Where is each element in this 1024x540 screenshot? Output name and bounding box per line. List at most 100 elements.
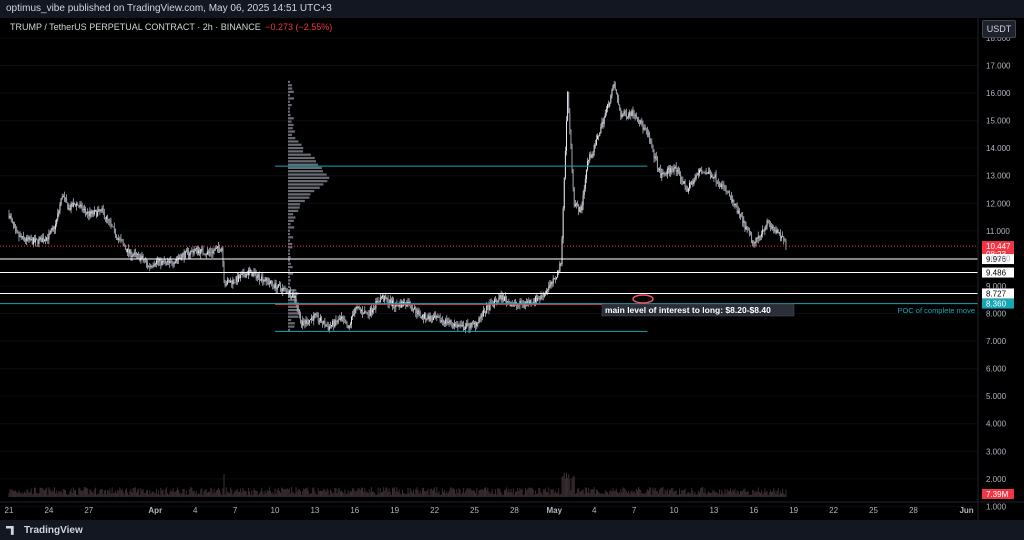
volume-bar <box>40 488 41 497</box>
candle-body <box>394 306 395 308</box>
candle-body <box>731 197 732 202</box>
candle-body <box>743 221 744 223</box>
candle-body <box>34 238 35 242</box>
y-axis-tick-label: 13.000 <box>986 172 1011 181</box>
candle-body <box>536 296 537 301</box>
candle-body <box>444 322 445 324</box>
volume-bar <box>432 491 433 497</box>
candle-body <box>371 308 372 313</box>
volume-bar <box>437 493 438 497</box>
candle-body <box>784 240 785 241</box>
candle-body <box>232 280 233 284</box>
volume-bar <box>474 491 475 497</box>
candle-body <box>265 280 266 281</box>
candle-body <box>615 84 616 90</box>
volume-profile-bar <box>288 259 290 261</box>
volume-profile-bar <box>288 117 294 119</box>
volume-bar <box>199 494 200 497</box>
volume-bar <box>669 490 670 497</box>
volume-bar <box>657 491 658 497</box>
candle-body <box>729 192 730 196</box>
volume-bar <box>85 487 86 497</box>
candle-body <box>342 317 343 319</box>
candle-body <box>359 307 360 309</box>
volume-bar <box>743 489 744 497</box>
candle-body <box>272 284 273 286</box>
candle-body <box>734 204 735 205</box>
volume-bar <box>439 491 440 497</box>
volume-bar <box>366 492 367 497</box>
volume-bar <box>215 493 216 497</box>
candle-body <box>51 230 52 233</box>
candle-body <box>31 239 32 240</box>
volume-bar <box>705 488 706 497</box>
volume-bar <box>654 490 655 497</box>
volume-bar <box>505 490 506 497</box>
volume-bar <box>312 488 313 497</box>
candle-body <box>103 208 104 212</box>
currency-unit-button[interactable]: USDT <box>982 20 1016 38</box>
candle-body <box>686 187 687 189</box>
volume-bar <box>148 494 149 497</box>
volume-bar <box>304 489 305 497</box>
candle-body <box>144 260 145 261</box>
volume-bar <box>462 492 463 497</box>
volume-profile-bar <box>288 101 290 103</box>
candle-body <box>302 321 303 326</box>
candle-body <box>715 174 716 177</box>
candle-body <box>379 302 380 303</box>
volume-bar <box>20 493 21 497</box>
candle-body <box>73 203 74 207</box>
volume-bar <box>61 491 62 497</box>
candle-body <box>358 307 359 308</box>
candle-body <box>436 316 437 318</box>
annotation-poc: POC of complete move <box>897 306 975 315</box>
volume-bar <box>136 492 137 497</box>
candle-body <box>68 208 69 209</box>
x-axis-tick-label: 22 <box>829 506 838 515</box>
volume-bar <box>557 492 558 497</box>
candle-body <box>227 280 228 284</box>
candle-body <box>442 320 443 321</box>
volume-bar <box>596 489 597 497</box>
volume-profile-bar <box>288 187 320 189</box>
volume-bar <box>408 488 409 497</box>
symbol-legend[interactable]: TRUMP / TetherUS PERPETUAL CONTRACT · 2h… <box>10 22 332 32</box>
volume-bar <box>399 489 400 497</box>
volume-bar <box>662 487 663 497</box>
volume-bar <box>767 491 768 497</box>
candle-body <box>260 280 261 281</box>
candle-body <box>645 128 646 129</box>
candle-body <box>251 270 252 276</box>
candle-body <box>74 203 75 204</box>
candle-body <box>163 261 164 262</box>
candle-body <box>616 90 617 93</box>
volume-bar <box>127 492 128 497</box>
volume-bar <box>383 487 384 497</box>
volume-bar <box>573 476 574 497</box>
highlight-ellipse[interactable] <box>633 295 653 303</box>
volume-bar <box>50 489 51 497</box>
volume-bar <box>569 479 570 497</box>
volume-bar <box>642 494 643 497</box>
candle-body <box>62 197 63 198</box>
candle-body <box>50 233 51 234</box>
volume-bar <box>494 494 495 497</box>
volume-profile-bar <box>288 134 292 136</box>
tradingview-logo[interactable]: TradingView <box>6 525 83 536</box>
candle-body <box>218 246 219 248</box>
candle-body <box>701 170 702 171</box>
candle-body <box>758 237 759 239</box>
candle-body <box>216 248 217 249</box>
price-tag-label: 9.486 <box>986 269 1007 278</box>
candle-body <box>363 313 364 314</box>
candle-body <box>355 307 356 309</box>
volume-profile-bar <box>288 157 315 159</box>
candle-body <box>730 196 731 197</box>
volume-bar <box>350 491 351 497</box>
candle-body <box>668 168 669 169</box>
x-axis-tick-label: 28 <box>510 506 519 515</box>
volume-bar <box>369 489 370 497</box>
volume-profile-bar <box>288 94 290 96</box>
